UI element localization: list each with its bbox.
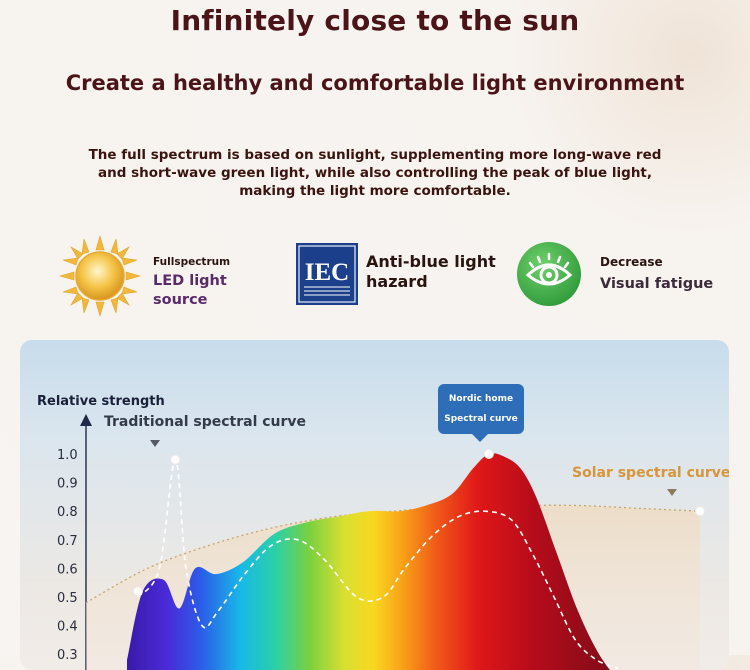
iec-icon: IEC: [296, 243, 358, 305]
y-tick-label: 0.7: [57, 534, 78, 549]
description-text: The full spectrum is based on sunlight, …: [88, 147, 662, 199]
eye-icon: [517, 242, 581, 306]
y-tick-label: 0.4: [57, 620, 78, 635]
traditional-pointer-icon: [150, 440, 160, 447]
spectrum-chart-panel: Relative strength 1.0 0.9 0.8 0.7 0.6 0.5 0.4 0…: [20, 340, 729, 670]
spectrum-chart: Relative strength 1.0 0.9 0.8 0.7 0.6 0.5 0.4 0…: [37, 384, 729, 670]
traditional-curve-label: Traditional spectral curve: [104, 414, 306, 430]
feature-decrease-small: Decrease: [600, 255, 663, 269]
y-tick-label: 0.9: [57, 477, 78, 492]
feature-visual-fatigue-label: Visual fatigue: [600, 276, 714, 292]
sun-icon: [58, 234, 142, 318]
nordic-tooltip-line1: Nordic home: [449, 394, 513, 404]
feature-fullspectrum-small: Fullspectrum: [153, 256, 231, 268]
y-tick-label: 0.6: [57, 562, 78, 577]
y-tick-label: 0.8: [57, 505, 78, 520]
solar-end-marker: [695, 506, 705, 517]
y-tick-label: 0.5: [57, 591, 78, 606]
y-axis-label: Relative strength: [37, 394, 165, 409]
solar-pointer-icon: [667, 489, 677, 496]
traditional-start-marker: [133, 586, 143, 597]
feature-fullspectrum-label: LED light source: [153, 273, 227, 308]
page-title: Infinitely close to the sun: [170, 4, 580, 37]
traditional-spectral-curve: [137, 458, 619, 670]
feature-anti-blue-label: Anti-blue light hazard: [366, 252, 496, 291]
nordic-spectral-area: [127, 453, 620, 670]
nordic-tooltip: Nordic home Spectral curve: [438, 384, 524, 442]
y-tick-label: 0.3: [57, 648, 78, 663]
iec-logo-text: IEC: [305, 259, 349, 286]
nordic-tooltip-line2: Spectral curve: [444, 414, 518, 424]
y-axis-arrow: [80, 414, 92, 426]
y-tick-label: 1.0: [57, 448, 78, 463]
solar-curve-label: Solar spectral curve: [572, 465, 729, 481]
nordic-peak-marker: [483, 449, 494, 459]
page-subtitle: Create a healthy and comfortable light e…: [65, 71, 685, 95]
traditional-peak-marker: [170, 454, 181, 465]
